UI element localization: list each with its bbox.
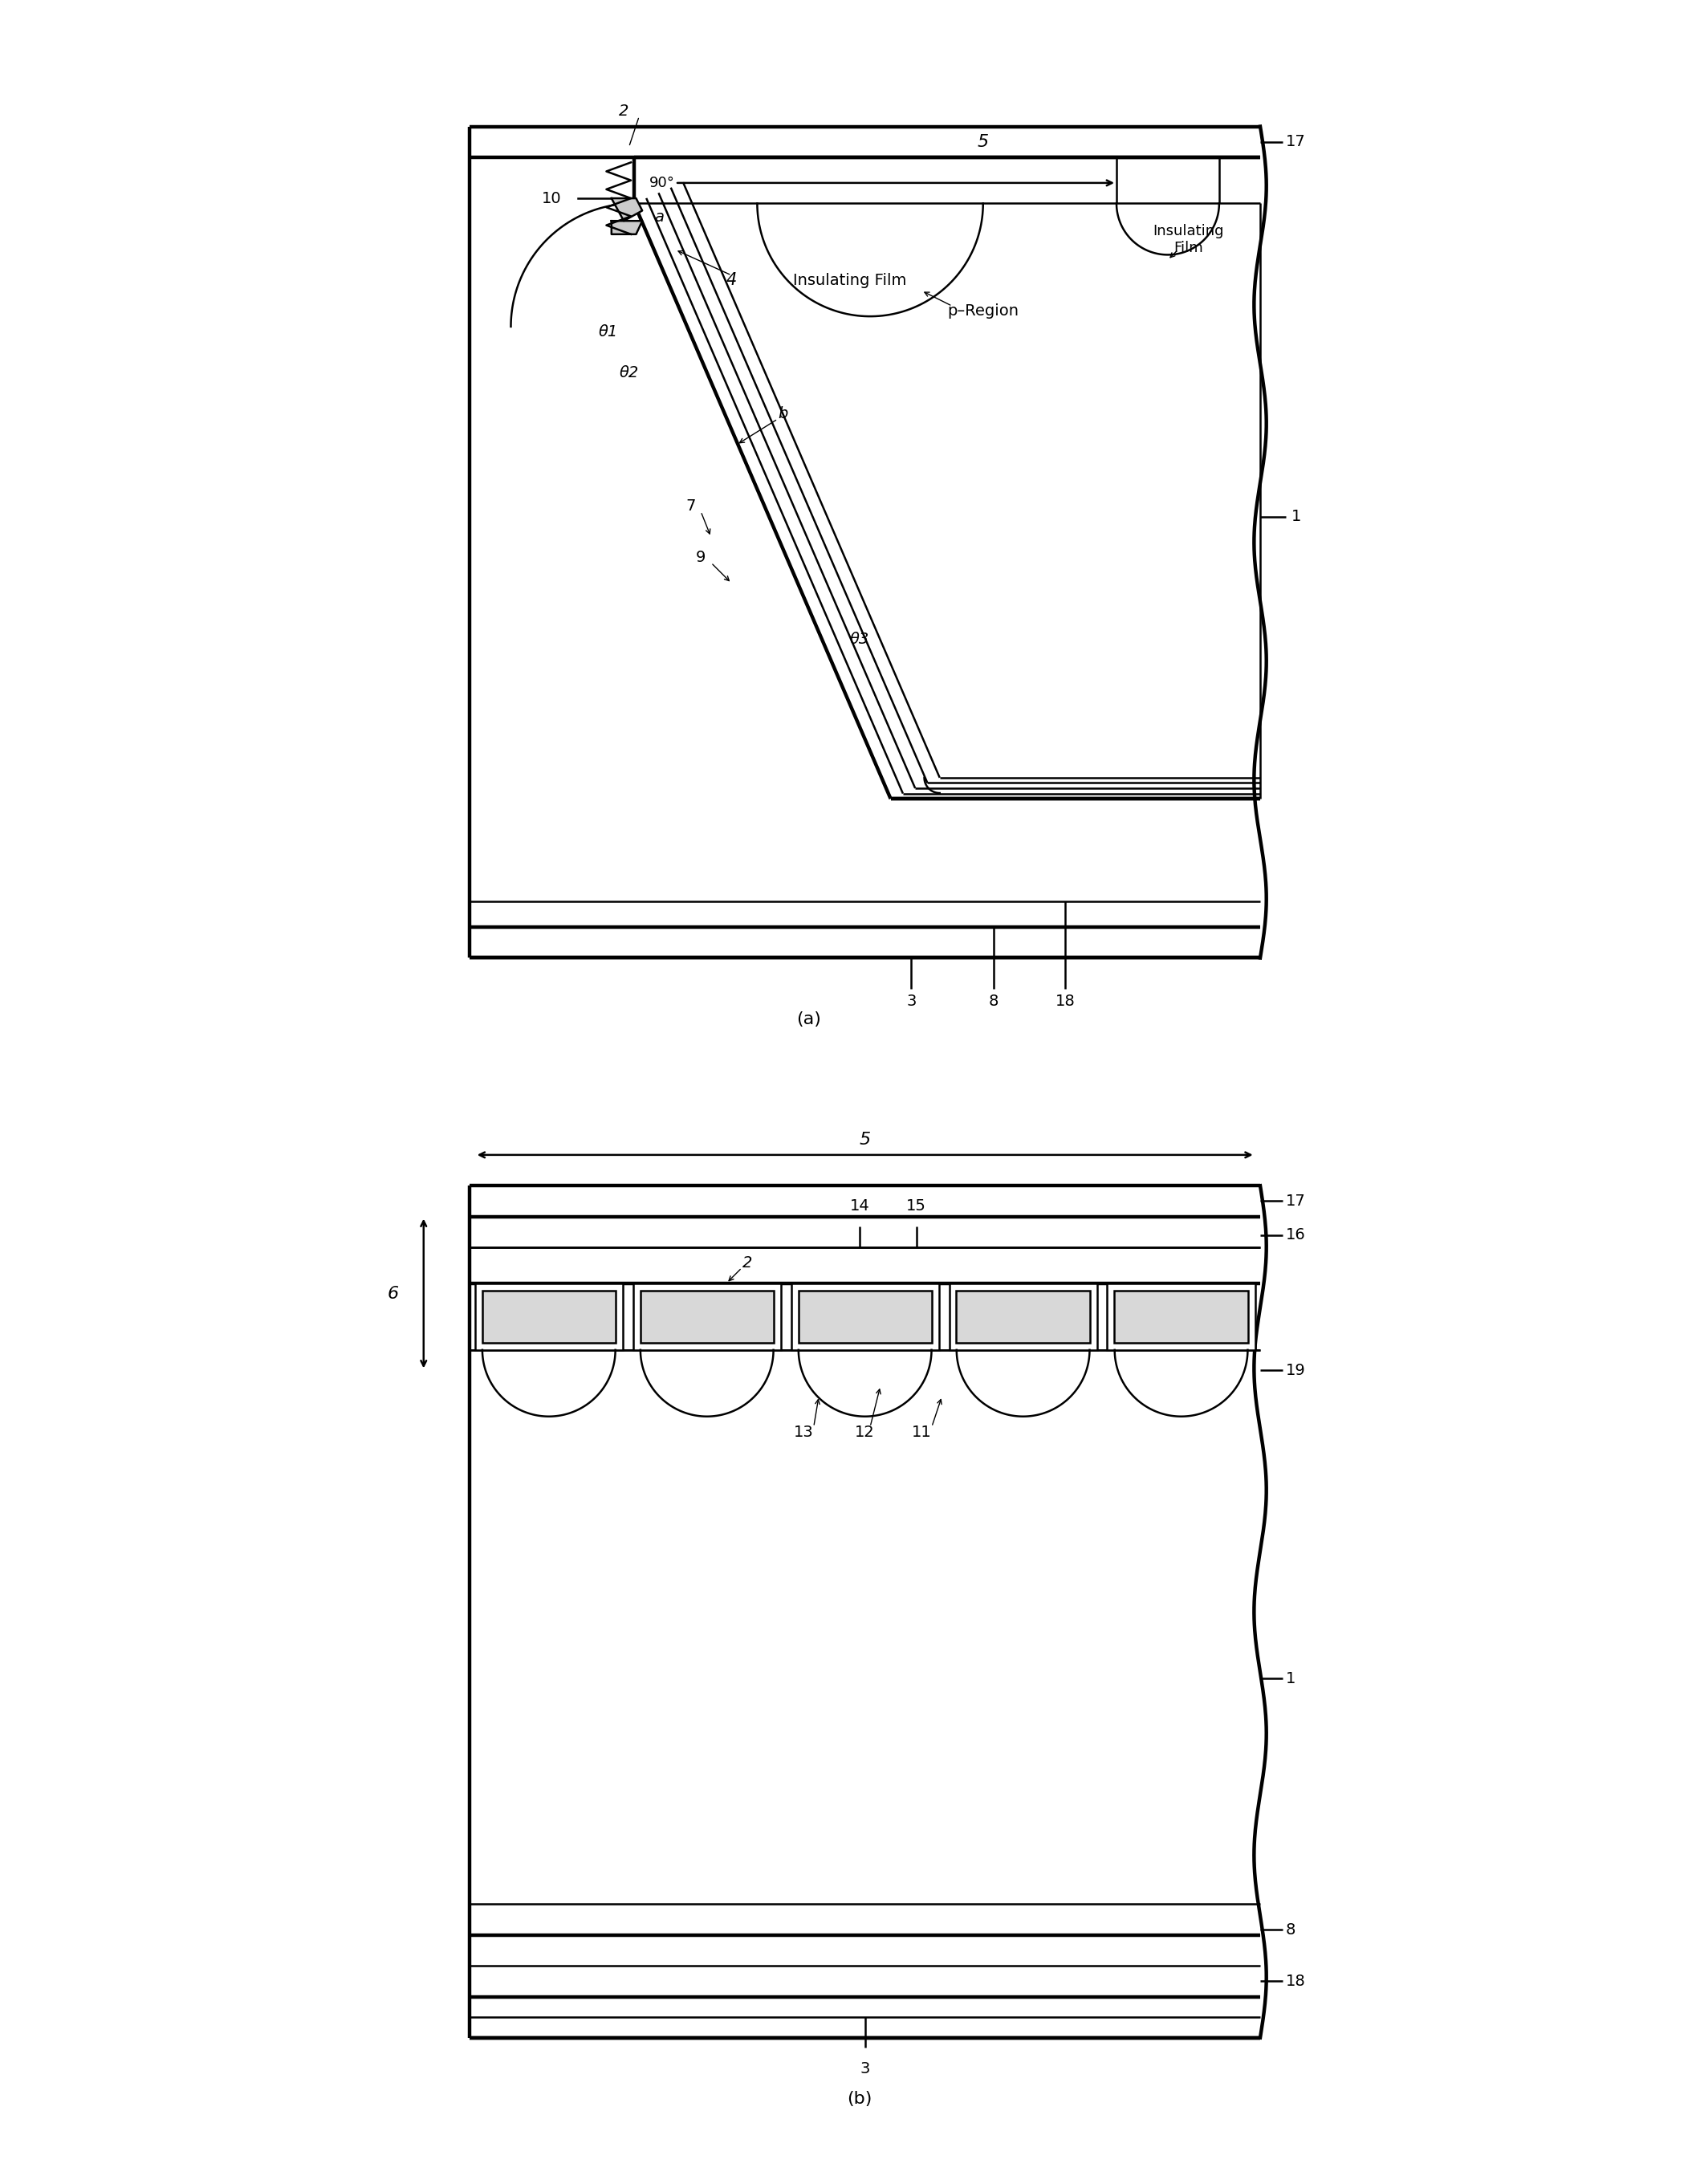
Text: 17: 17 bbox=[1286, 133, 1306, 149]
Bar bbox=[640, 1291, 773, 1343]
Text: 12: 12 bbox=[854, 1424, 875, 1439]
Text: p–Region: p–Region bbox=[948, 304, 1019, 319]
Text: 11: 11 bbox=[912, 1424, 931, 1439]
Text: θ3: θ3 bbox=[849, 631, 870, 646]
Text: 18: 18 bbox=[1056, 994, 1074, 1009]
Text: 2: 2 bbox=[743, 1256, 751, 1271]
Text: 1: 1 bbox=[1291, 509, 1301, 524]
Text: a: a bbox=[655, 210, 665, 225]
Text: (a): (a) bbox=[797, 1011, 821, 1026]
Text: 3: 3 bbox=[860, 2062, 870, 2077]
Text: 16: 16 bbox=[1286, 1227, 1306, 1243]
Polygon shape bbox=[611, 221, 643, 234]
Text: (b): (b) bbox=[848, 2092, 873, 2108]
Bar bbox=[1107, 1284, 1255, 1350]
Text: 15: 15 bbox=[907, 1199, 926, 1214]
Bar bbox=[949, 1284, 1096, 1350]
Text: 17: 17 bbox=[1286, 1192, 1306, 1208]
Text: 14: 14 bbox=[849, 1199, 870, 1214]
Bar bbox=[482, 1291, 616, 1343]
Text: b: b bbox=[778, 406, 788, 422]
Text: 3: 3 bbox=[907, 994, 915, 1009]
Text: 8: 8 bbox=[1286, 1922, 1296, 1937]
Bar bbox=[475, 1284, 623, 1350]
Text: 5: 5 bbox=[860, 1131, 871, 1147]
Text: 90°: 90° bbox=[650, 175, 675, 190]
Bar bbox=[633, 1284, 780, 1350]
Text: 19: 19 bbox=[1286, 1363, 1306, 1378]
Text: 18: 18 bbox=[1286, 1974, 1306, 1990]
Bar bbox=[799, 1291, 932, 1343]
Text: Insulating
Film: Insulating Film bbox=[1152, 223, 1223, 256]
Text: 5: 5 bbox=[978, 133, 988, 151]
Text: 8: 8 bbox=[988, 994, 998, 1009]
Text: 4: 4 bbox=[726, 273, 738, 288]
Bar bbox=[1115, 1291, 1249, 1343]
Text: Insulating Film: Insulating Film bbox=[794, 273, 907, 288]
Text: 6: 6 bbox=[387, 1286, 399, 1302]
Bar bbox=[956, 1291, 1090, 1343]
Text: 10: 10 bbox=[541, 190, 562, 205]
Text: 9: 9 bbox=[695, 550, 706, 566]
Polygon shape bbox=[611, 199, 643, 221]
Text: θ2: θ2 bbox=[619, 365, 638, 380]
Text: θ1: θ1 bbox=[599, 323, 618, 339]
Text: 2: 2 bbox=[619, 103, 629, 118]
Text: 13: 13 bbox=[794, 1424, 814, 1439]
Text: 7: 7 bbox=[685, 498, 695, 513]
Bar bbox=[792, 1284, 939, 1350]
Text: 1: 1 bbox=[1286, 1671, 1296, 1686]
